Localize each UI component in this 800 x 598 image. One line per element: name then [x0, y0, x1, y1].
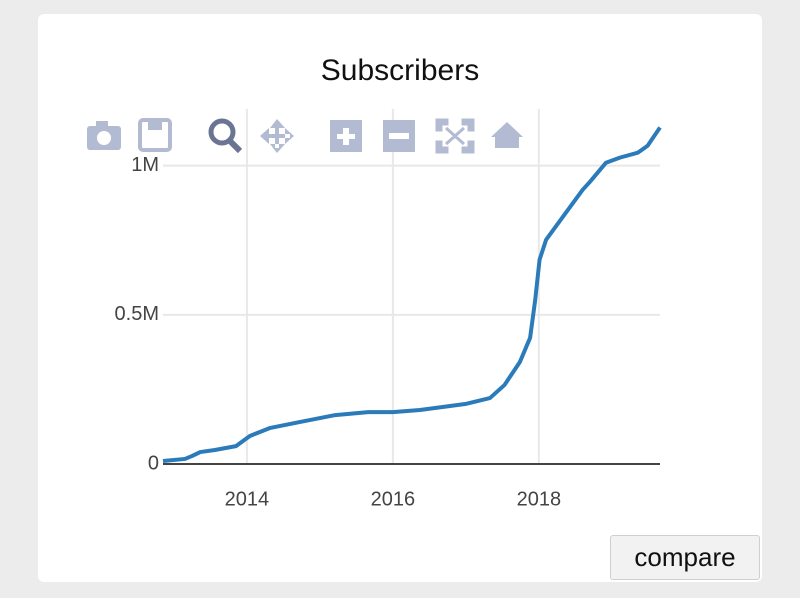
- save-icon-part: [148, 122, 162, 130]
- camera-lens: [97, 131, 111, 145]
- y-tick-label: 1M: [131, 154, 159, 176]
- x-tick-label: 2016: [371, 488, 416, 510]
- compare-button[interactable]: compare: [610, 535, 760, 580]
- home-icon[interactable]: [491, 122, 523, 148]
- card: [38, 14, 762, 582]
- minus: [389, 133, 409, 139]
- x-tick-label: 2018: [517, 488, 562, 510]
- save-icon[interactable]: [138, 118, 172, 152]
- chart-title: Subscribers: [321, 54, 479, 87]
- pan-icon[interactable]: [260, 119, 294, 153]
- data-line: [162, 126, 662, 464]
- y-tick-label: 0.5M: [115, 303, 159, 325]
- y-tick-label: 0: [148, 452, 159, 474]
- camera-icon-top: [96, 121, 108, 127]
- modebar[interactable]: [87, 118, 523, 154]
- plus: [337, 128, 355, 145]
- x-tick-label: 2014: [225, 488, 270, 510]
- zoom-handle: [227, 138, 243, 154]
- zoom-icon[interactable]: [208, 118, 236, 146]
- autoscale-icon[interactable]: [435, 118, 475, 154]
